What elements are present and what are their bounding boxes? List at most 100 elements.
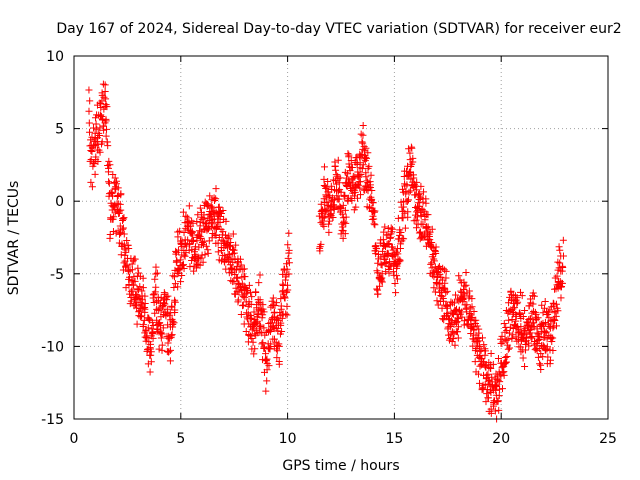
data-point bbox=[94, 158, 102, 166]
data-point bbox=[120, 214, 128, 222]
data-point bbox=[419, 220, 427, 228]
data-point bbox=[152, 283, 160, 291]
data-point bbox=[483, 390, 491, 398]
data-point bbox=[404, 196, 412, 204]
data-point bbox=[151, 309, 159, 317]
data-point bbox=[391, 280, 399, 288]
y-axis-label: SDTVAR / TECUs bbox=[6, 181, 22, 296]
data-point bbox=[352, 203, 360, 211]
data-point bbox=[501, 360, 509, 368]
data-point bbox=[500, 319, 508, 327]
data-point bbox=[534, 337, 542, 345]
data-point bbox=[131, 277, 139, 285]
data-point bbox=[148, 329, 156, 337]
data-point bbox=[548, 337, 556, 345]
data-point bbox=[105, 179, 113, 187]
data-point bbox=[354, 181, 362, 189]
data-point bbox=[216, 218, 224, 226]
data-point bbox=[147, 358, 155, 366]
y-axis: -15 -10 -5 0 5 10 bbox=[41, 49, 608, 428]
data-point bbox=[204, 246, 212, 254]
data-point bbox=[547, 333, 555, 341]
data-point bbox=[227, 254, 235, 262]
data-point bbox=[470, 323, 478, 331]
grid-lines bbox=[74, 56, 608, 419]
data-point bbox=[342, 213, 350, 221]
data-point bbox=[283, 311, 291, 319]
data-point bbox=[88, 183, 96, 191]
data-point bbox=[521, 337, 529, 345]
data-point bbox=[473, 322, 481, 330]
data-point bbox=[497, 339, 505, 347]
data-point bbox=[230, 277, 238, 285]
data-point bbox=[117, 190, 125, 198]
data-point bbox=[417, 212, 425, 220]
data-point bbox=[255, 279, 263, 287]
data-point bbox=[363, 154, 371, 162]
data-point bbox=[194, 211, 202, 219]
data-point bbox=[374, 259, 382, 267]
data-point bbox=[513, 300, 521, 308]
data-point bbox=[366, 181, 374, 189]
data-point bbox=[270, 335, 278, 343]
data-point bbox=[480, 341, 488, 349]
data-point bbox=[138, 296, 146, 304]
data-point bbox=[549, 334, 557, 342]
data-point bbox=[283, 265, 291, 273]
data-point bbox=[213, 223, 221, 231]
data-point bbox=[162, 293, 170, 301]
data-point bbox=[92, 120, 100, 128]
data-point bbox=[357, 130, 365, 138]
data-point bbox=[184, 214, 192, 222]
data-point bbox=[530, 292, 538, 300]
data-point bbox=[499, 385, 507, 393]
data-point bbox=[463, 320, 471, 328]
data-point bbox=[136, 283, 144, 291]
data-point bbox=[496, 385, 504, 393]
data-point bbox=[159, 324, 167, 332]
data-point bbox=[266, 328, 274, 336]
data-point bbox=[508, 334, 516, 342]
data-point bbox=[439, 294, 447, 302]
data-point bbox=[416, 190, 424, 198]
data-point bbox=[96, 124, 104, 132]
data-point bbox=[129, 257, 137, 265]
data-point bbox=[537, 365, 545, 373]
data-point bbox=[521, 306, 529, 314]
data-point bbox=[217, 210, 225, 218]
data-point bbox=[135, 308, 143, 316]
data-point bbox=[327, 210, 335, 218]
data-point bbox=[105, 178, 113, 186]
data-point bbox=[340, 192, 348, 200]
data-point bbox=[317, 219, 325, 227]
data-point bbox=[519, 313, 527, 321]
data-point bbox=[138, 312, 146, 320]
chart-title: Day 167 of 2024, Sidereal Day-to-day VTE… bbox=[56, 21, 621, 37]
data-point bbox=[158, 330, 166, 338]
data-point bbox=[131, 255, 139, 263]
data-point bbox=[466, 309, 474, 317]
data-point bbox=[403, 181, 411, 189]
data-point bbox=[527, 333, 535, 341]
data-point bbox=[317, 200, 325, 208]
y-tick-label: -10 bbox=[41, 339, 64, 355]
data-point bbox=[410, 174, 418, 182]
data-point bbox=[97, 104, 105, 112]
data-point bbox=[179, 208, 187, 216]
data-point bbox=[322, 207, 330, 215]
data-point bbox=[214, 239, 222, 247]
data-point bbox=[526, 329, 534, 337]
data-point bbox=[208, 204, 216, 212]
data-point bbox=[251, 345, 259, 353]
data-point bbox=[442, 274, 450, 282]
data-point bbox=[86, 128, 94, 136]
data-point bbox=[517, 288, 525, 296]
data-point bbox=[124, 241, 132, 249]
data-point bbox=[130, 281, 138, 289]
data-point bbox=[339, 234, 347, 242]
data-point bbox=[284, 241, 292, 249]
data-point bbox=[106, 230, 114, 238]
data-point bbox=[450, 299, 458, 307]
data-point bbox=[413, 178, 421, 186]
